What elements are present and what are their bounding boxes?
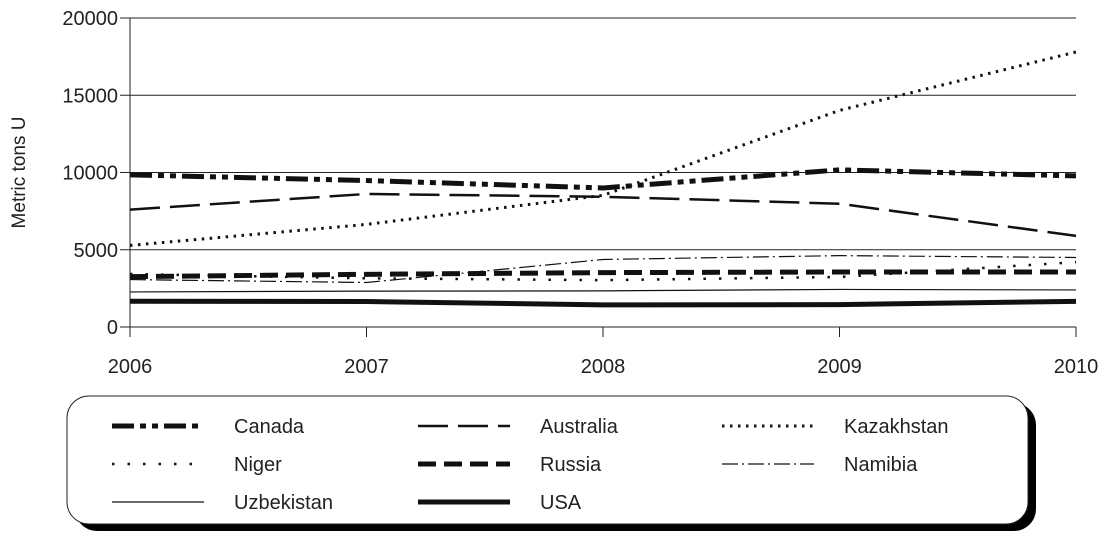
axes: 0 5000 10000 15000 20000 2006 2007 2008 2009 2010… [9, 8, 1098, 378]
legend-label-usa: USA [540, 492, 582, 514]
series-line-canada [129, 167, 1077, 191]
legend-box [66, 395, 1029, 525]
series-line-kazakhstan [129, 50, 1077, 247]
y-axis-title: Metric tons U [9, 117, 30, 229]
y-tick-label: 15000 [62, 85, 118, 107]
series-line-uzbekistan [129, 288, 1077, 293]
gridlines [130, 17, 1076, 251]
legend-label-russia: Russia [540, 454, 602, 476]
legend-label-uzbekistan: Uzbekistan [234, 492, 333, 514]
x-tick-label: 2007 [344, 356, 389, 378]
y-tick-label: 10000 [62, 163, 118, 185]
series-line-russia [129, 269, 1076, 280]
series-line-namibia [129, 255, 1077, 284]
y-tick-label: 20000 [62, 8, 118, 30]
legend-label-namibia: Namibia [844, 454, 918, 476]
legend-label-canada: Canada [234, 416, 305, 438]
legend-label-niger: Niger [234, 454, 282, 476]
legend-label-australia: Australia [540, 416, 619, 438]
series-line-australia [129, 192, 1077, 238]
x-tick-label: 2008 [581, 356, 626, 378]
x-tick-label: 2010 [1054, 356, 1099, 378]
y-tick-label: 5000 [74, 240, 119, 262]
x-tick-label: 2006 [108, 356, 153, 378]
legend-label-kazakhstan: Kazakhstan [844, 416, 949, 438]
y-tick-label: 0 [107, 317, 118, 339]
legend: Canada Australia Kazakhstan Niger Russia Nami… [66, 395, 1036, 531]
series-lines [129, 50, 1077, 308]
x-tick-label: 2009 [817, 356, 862, 378]
series-line-usa [129, 298, 1077, 308]
